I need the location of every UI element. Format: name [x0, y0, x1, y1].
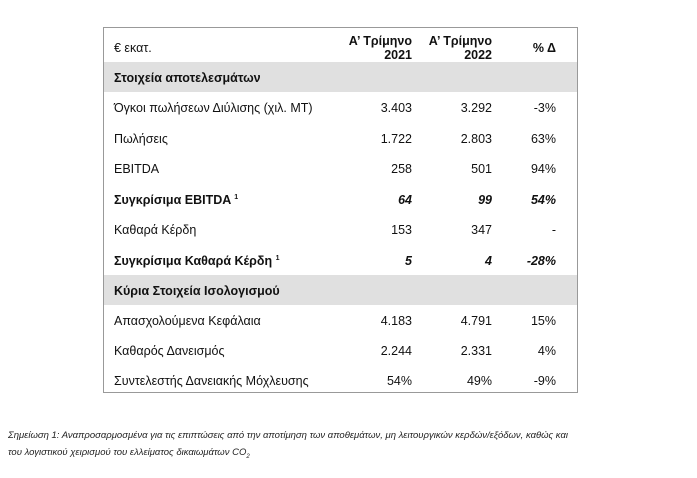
table-row: Συντελεστής Δανειακής Μόχλευσης 54% 49% … [104, 365, 577, 395]
value-delta: 54% [530, 192, 556, 207]
row-label: EBITDA [114, 162, 159, 176]
value-2021: 3.403 [380, 101, 412, 115]
col-2021-year: 2021 [384, 48, 412, 62]
section-header: Κύρια Στοιχεία Ισολογισμού [104, 275, 577, 305]
table-row: Όγκοι πωλήσεων Διύλισης (χιλ. ΜΤ) 3.403 … [104, 92, 577, 122]
table-header: € εκατ. Α’ Τρίμηνο 2021 Α’ Τρίμηνο 2022 % … [104, 30, 577, 62]
value-2022: 4.791 [460, 314, 492, 328]
row-label-text: EBITDA [114, 162, 160, 176]
row-label: Συντελεστής Δανειακής Μόχλευσης [114, 374, 309, 388]
section-title: Στοιχεία αποτελεσμάτων [114, 71, 261, 85]
footnote: Σημείωση 1: Αναπροσαρμοσμένα για τις επι… [8, 427, 688, 466]
value-2022: 99 [478, 192, 492, 207]
value-2022: 347 [471, 223, 492, 237]
col-2022-title: Α’ Τρίμηνο [428, 34, 492, 48]
row-label-text: Πωλήσεις [114, 131, 168, 146]
table-row: Καθαρός Δανεισμός 2.244 2.331 4% [104, 335, 577, 365]
row-label-text: Καθαρά Κέρδη [114, 223, 197, 237]
footnote-ref: 1 [275, 254, 280, 262]
row-label: Συγκρίσιμα Καθαρά Κέρδη 1 [114, 254, 280, 268]
section-title: Κύρια Στοιχεία Ισολογισμού [114, 284, 280, 298]
section-header: Στοιχεία αποτελεσμάτων [104, 62, 577, 92]
row-label-text: Συντελεστής Δανειακής Μόχλευσης [114, 374, 309, 388]
value-2022: 3.292 [460, 101, 492, 115]
value-2021: 153 [391, 223, 412, 237]
row-label: Όγκοι πωλήσεων Διύλισης (χιλ. ΜΤ) [114, 101, 313, 115]
footnote-ref: 1 [234, 193, 239, 201]
table-row: Απασχολούμενα Κεφάλαια 4.183 4.791 15% [104, 305, 577, 335]
value-2022: 4 [485, 253, 492, 268]
col-2021-header: Α’ Τρίμηνο 2021 [349, 34, 412, 62]
value-delta: 94% [530, 162, 556, 176]
row-label: Συγκρίσιμα EBITDA 1 [114, 193, 238, 207]
value-delta: 63% [530, 131, 556, 146]
value-2021: 64 [398, 192, 412, 207]
row-label: Καθαρός Δανεισμός [114, 344, 225, 358]
col-2022-header: Α’ Τρίμηνο 2022 [429, 34, 492, 62]
unit-label: € εκατ. [114, 41, 152, 55]
value-delta: 4% [537, 344, 556, 358]
value-delta: - [551, 223, 556, 237]
row-label-text: Απασχολούμενα Κεφάλαια [114, 314, 261, 328]
value-2021: 1.722 [380, 131, 412, 146]
financial-table: € εκατ. Α’ Τρίμηνο 2021 Α’ Τρίμηνο 2022 % … [103, 27, 578, 393]
col-2021-title: Α’ Τρίμηνο [348, 34, 412, 48]
table-row: Καθαρά Κέρδη 153 347 - [104, 214, 577, 244]
value-2022: 2.803 [460, 131, 492, 146]
value-2021: 54% [386, 374, 412, 388]
col-2022-year: 2022 [464, 48, 492, 62]
row-label-text: Συγκρίσιμα EBITDA [114, 192, 231, 207]
value-2021: 4.183 [380, 314, 412, 328]
value-delta: 15% [530, 314, 556, 328]
value-2022: 2.331 [460, 344, 492, 358]
col-delta-header: % Δ [532, 41, 556, 55]
value-2022: 49% [466, 374, 492, 388]
value-2021: 5 [405, 253, 412, 268]
row-label: Καθαρά Κέρδη [114, 223, 196, 237]
value-2021: 2.244 [380, 344, 412, 358]
row-label: Απασχολούμενα Κεφάλαια [114, 314, 261, 328]
value-delta: -28% [526, 253, 556, 268]
row-label: Πωλήσεις [114, 132, 168, 146]
row-label-text: Όγκοι πωλήσεων Διύλισης (χιλ. ΜΤ) [114, 101, 313, 115]
value-delta: -9% [533, 374, 556, 388]
footnote-line-2: του λογιστικού χειρισμού του ελλείματος … [8, 447, 247, 458]
value-delta: -3% [533, 101, 556, 115]
value-2022: 501 [471, 162, 492, 176]
table-row: Συγκρίσιμα Καθαρά Κέρδη 1 5 4 -28% [104, 245, 577, 275]
row-label-text: Συγκρίσιμα Καθαρά Κέρδη [114, 253, 273, 268]
row-label-text: Καθαρός Δανεισμός [114, 344, 225, 358]
footnote-line-1: Σημείωση 1: Αναπροσαρμοσμένα για τις επι… [8, 430, 568, 441]
table-row: Συγκρίσιμα EBITDA 1 64 99 54% [104, 184, 577, 214]
table-row: EBITDA 258 501 94% [104, 153, 577, 183]
table-row: Πωλήσεις 1.722 2.803 63% [104, 123, 577, 153]
footnote-subscript: 2 [246, 453, 250, 460]
value-2021: 258 [391, 162, 412, 176]
